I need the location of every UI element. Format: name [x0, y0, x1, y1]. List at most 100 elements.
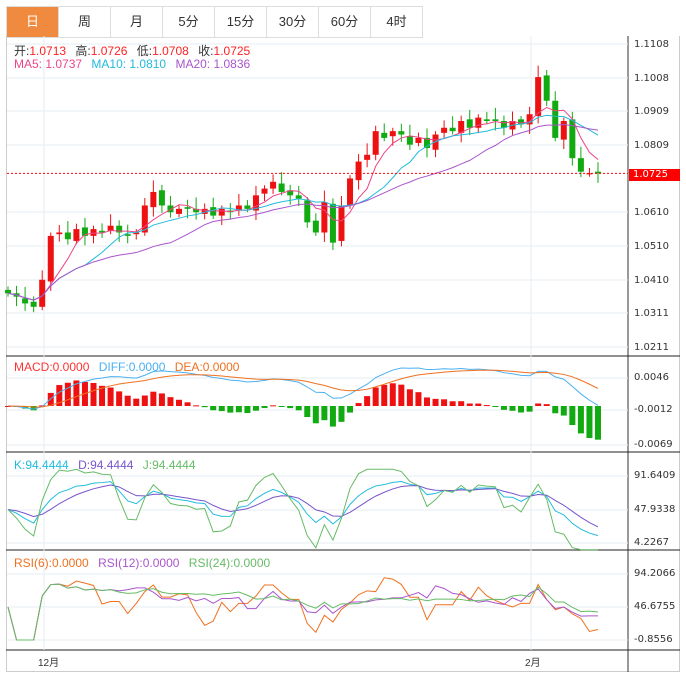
macd-bar: [124, 395, 131, 406]
tab-4hour[interactable]: 4时: [371, 7, 423, 37]
candle-up: [355, 161, 362, 181]
low-value: 1.0708: [152, 44, 189, 58]
macd-bar: [372, 387, 379, 406]
macd-bar: [304, 406, 311, 418]
rsi6-value: RSI(6):0.0000: [14, 556, 89, 570]
ma10-value: MA10: 1.0810: [91, 57, 167, 71]
candle-down: [398, 131, 405, 135]
price-axis-label: 1.0610: [634, 207, 669, 218]
candle-up: [201, 208, 208, 214]
candle-down: [184, 207, 191, 209]
d-line: [7, 484, 599, 528]
kdj-legend: K:94.4444 D:94.4444 J:94.4444: [14, 458, 202, 472]
kdj-axis-label: 4.2267: [634, 537, 669, 548]
x-label-feb: 2月: [525, 658, 541, 669]
close-label: 收:: [198, 44, 214, 58]
candle-down: [483, 119, 490, 122]
candle-up: [526, 114, 533, 125]
dea-line: [7, 369, 599, 408]
macd-axis-label: -0.0012: [634, 404, 673, 415]
candle-up: [235, 205, 242, 211]
candle-down: [116, 225, 123, 233]
macd-bar: [364, 396, 371, 406]
tab-5min[interactable]: 5分: [163, 7, 215, 37]
macd-bar: [449, 401, 456, 406]
low-label: 低:: [136, 44, 153, 58]
rsi24-line: [7, 583, 599, 641]
tab-day[interactable]: 日: [7, 7, 59, 37]
rsi-axis-label: 46.6755: [634, 601, 676, 612]
candle-down: [312, 220, 319, 233]
candle-up: [56, 232, 63, 235]
macd-bar: [270, 405, 277, 407]
macd-legend: MACD:0.0000 DIFF:0.0000 DEA:0.0000: [14, 360, 245, 374]
k-value: K:94.4444: [14, 458, 69, 472]
kdj-axis-label: 47.9338: [634, 504, 676, 515]
candle-down: [466, 119, 473, 128]
macd-bar: [595, 406, 601, 440]
candle-up: [47, 235, 54, 282]
price-axis-label: 1.0510: [634, 241, 669, 252]
macd-bar: [406, 389, 413, 406]
macd-bar: [210, 406, 217, 411]
tab-60min[interactable]: 60分: [319, 7, 371, 37]
rsi-axis-label: 94.2066: [634, 568, 676, 579]
macd-bar: [509, 406, 516, 411]
tab-week[interactable]: 周: [59, 7, 111, 37]
candle-down: [167, 205, 174, 213]
macd-bar: [543, 404, 550, 406]
candle-down: [22, 298, 29, 304]
k-line: [7, 480, 599, 537]
candle-down: [381, 132, 388, 138]
macd-bar: [441, 399, 448, 406]
price-axis-label: 1.0211: [634, 342, 669, 353]
tab-month[interactable]: 月: [111, 7, 163, 37]
macd-bar: [423, 397, 430, 406]
candle-down: [210, 207, 217, 216]
macd-bar: [184, 402, 191, 406]
candle-down: [577, 158, 584, 172]
macd-bar: [90, 382, 97, 406]
macd-value: MACD:0.0000: [14, 360, 90, 374]
ohlc-legend: 开:1.0713 高:1.0726 低:1.0708 收:1.0725: [14, 42, 256, 59]
macd-axis-label: 0.0046: [634, 372, 669, 383]
tab-30min[interactable]: 30分: [267, 7, 319, 37]
macd-bar: [278, 406, 285, 407]
candle-up: [90, 229, 97, 236]
macd-bar: [261, 406, 268, 409]
candle-down: [244, 205, 251, 209]
tab-15min[interactable]: 15分: [215, 7, 267, 37]
open-value: 1.0713: [29, 44, 67, 58]
candle-up: [415, 137, 422, 143]
macd-bar: [535, 403, 542, 406]
macd-bar: [526, 406, 533, 412]
candle-down: [406, 136, 413, 145]
macd-bar: [569, 406, 576, 426]
ma20-line: [7, 124, 599, 301]
macd-bar: [586, 406, 593, 439]
macd-bar: [176, 399, 183, 406]
macd-bar: [312, 406, 319, 424]
candle-up: [458, 121, 465, 133]
macd-bar: [235, 406, 242, 413]
candle-up: [321, 202, 328, 233]
candle-up: [270, 181, 277, 189]
rsi24-value: RSI(24):0.0000: [188, 556, 271, 570]
macd-bar: [64, 382, 71, 406]
ma20-value: MA20: 1.0836: [175, 57, 251, 71]
macd-bar: [287, 406, 294, 409]
candle-up: [475, 117, 482, 128]
candle-down: [278, 183, 285, 192]
macd-bar: [492, 406, 499, 407]
macd-bar: [338, 406, 345, 422]
macd-bar: [458, 401, 465, 406]
candle-up: [441, 127, 448, 133]
macd-bar: [99, 385, 106, 406]
candle-down: [81, 227, 88, 236]
macd-bar: [518, 406, 525, 413]
candle-down: [569, 119, 576, 159]
macd-bar: [560, 406, 567, 416]
ma10-line: [7, 114, 599, 301]
